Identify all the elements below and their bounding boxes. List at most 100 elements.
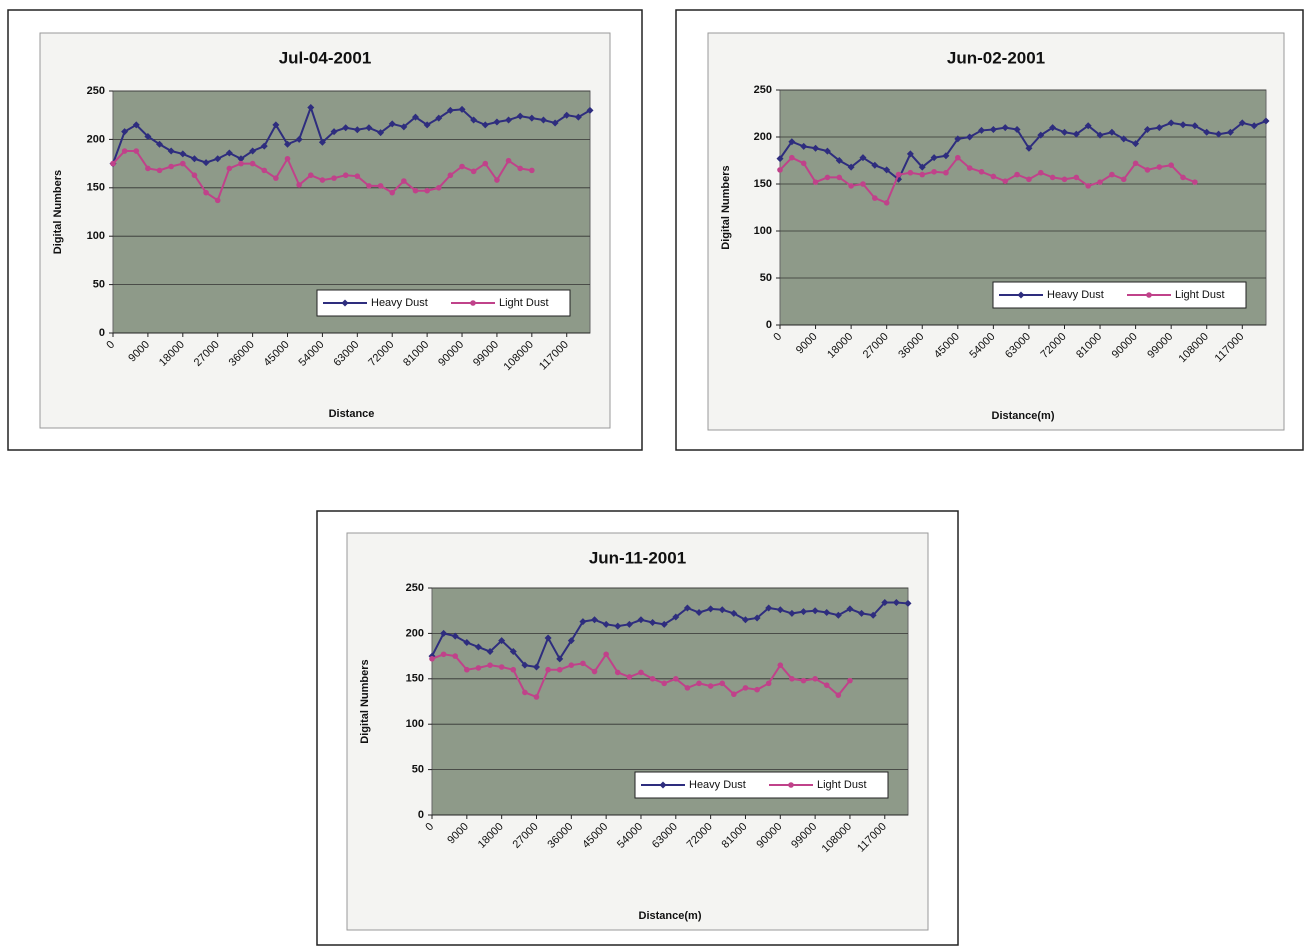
marker xyxy=(1180,174,1186,181)
marker xyxy=(447,172,454,179)
marker xyxy=(1097,179,1103,185)
legend-label: Light Dust xyxy=(499,297,549,309)
marker xyxy=(835,157,843,164)
marker xyxy=(458,105,466,113)
marker xyxy=(919,171,926,178)
marker xyxy=(452,653,459,659)
marker xyxy=(789,676,795,682)
marker xyxy=(954,135,962,143)
marker xyxy=(551,119,559,127)
marker xyxy=(435,185,442,191)
chart-title: Jun-02-2001 xyxy=(947,48,1045,67)
marker xyxy=(331,175,337,181)
marker xyxy=(307,172,314,179)
marker xyxy=(411,113,419,121)
marker xyxy=(498,664,505,670)
marker xyxy=(528,114,536,122)
marker xyxy=(509,648,517,656)
marker xyxy=(563,111,571,119)
marker xyxy=(401,178,407,184)
marker xyxy=(365,124,373,132)
marker xyxy=(1156,164,1163,170)
marker xyxy=(1262,117,1270,125)
marker xyxy=(1144,167,1151,173)
y-tick-label: 100 xyxy=(87,230,105,242)
marker xyxy=(342,172,349,179)
marker xyxy=(614,622,622,630)
marker xyxy=(423,121,431,129)
marker xyxy=(389,189,396,196)
marker xyxy=(881,599,889,607)
marker xyxy=(859,154,867,162)
marker xyxy=(1025,144,1033,152)
y-axis-label: Digital Numbers xyxy=(52,170,64,254)
marker xyxy=(741,616,749,624)
marker xyxy=(812,144,820,152)
y-tick-label: 200 xyxy=(754,131,772,143)
y-tick-label: 150 xyxy=(406,673,424,685)
marker xyxy=(319,177,326,183)
marker xyxy=(145,165,151,172)
marker xyxy=(1049,174,1056,181)
marker xyxy=(1109,171,1115,178)
marker xyxy=(505,116,513,124)
marker xyxy=(788,138,796,146)
marker xyxy=(989,125,997,133)
marker xyxy=(470,168,477,175)
marker xyxy=(695,609,703,617)
marker xyxy=(424,187,430,194)
legend: Heavy Dust Light Dust xyxy=(316,289,571,317)
y-tick-label: 150 xyxy=(754,178,772,190)
marker xyxy=(1026,176,1032,183)
y-tick-label: 50 xyxy=(760,272,772,284)
marker xyxy=(493,118,501,126)
marker xyxy=(237,155,245,163)
marker xyxy=(1049,124,1057,132)
y-tick-label: 250 xyxy=(406,582,424,594)
marker xyxy=(272,121,280,129)
marker xyxy=(753,614,761,622)
marker xyxy=(1215,130,1223,138)
marker xyxy=(1120,176,1127,183)
marker xyxy=(835,692,842,698)
marker xyxy=(307,103,315,111)
y-tick-label: 100 xyxy=(754,225,772,237)
marker xyxy=(777,662,784,668)
chart-title: Jul-04-2001 xyxy=(279,48,372,67)
legend: Heavy Dust Light Dust xyxy=(634,771,889,799)
marker xyxy=(156,140,164,148)
marker xyxy=(1002,178,1009,184)
marker xyxy=(848,183,854,189)
marker xyxy=(474,643,482,651)
y-tick-label: 250 xyxy=(754,84,772,96)
marker xyxy=(121,148,128,154)
y-tick-label: 50 xyxy=(93,279,105,291)
marker xyxy=(591,668,598,675)
marker xyxy=(661,680,667,687)
marker xyxy=(860,181,866,187)
marker xyxy=(556,666,563,673)
marker xyxy=(858,609,866,617)
marker xyxy=(191,172,198,179)
marker xyxy=(966,165,973,171)
marker xyxy=(132,121,140,129)
legend-label: Light Dust xyxy=(1175,289,1225,301)
marker xyxy=(168,163,174,170)
marker xyxy=(1192,179,1198,185)
marker xyxy=(179,150,187,158)
legend-label: Light Dust xyxy=(817,779,867,791)
marker xyxy=(260,142,268,150)
marker xyxy=(1061,176,1068,183)
marker xyxy=(718,606,726,614)
marker xyxy=(354,173,361,179)
marker xyxy=(459,163,465,170)
y-tick-label: 250 xyxy=(87,85,105,97)
marker xyxy=(510,666,517,673)
marker xyxy=(539,116,547,124)
marker xyxy=(261,167,268,174)
marker xyxy=(377,183,384,189)
marker xyxy=(110,160,116,167)
marker xyxy=(1060,128,1068,136)
marker xyxy=(660,620,668,628)
marker xyxy=(673,676,679,682)
